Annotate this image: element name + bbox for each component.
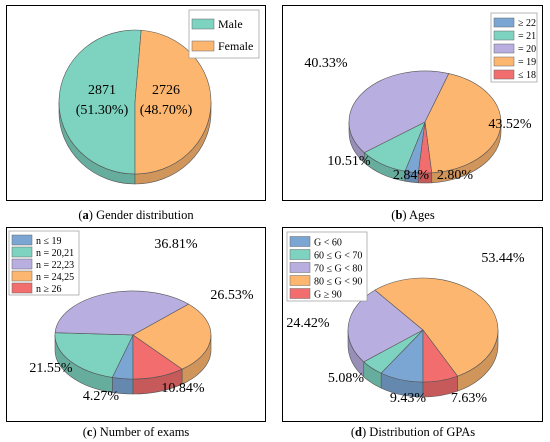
legend-swatch-3 [11, 258, 33, 270]
legend-swatch-4 [11, 270, 33, 282]
pie-slice-1 [58, 29, 142, 175]
percent-label-2: 5.08% [328, 371, 365, 386]
legend-swatch-2 [493, 30, 515, 41]
legend-label-5: ≤ 18 [518, 70, 536, 81]
count-label-2: 2726 [152, 83, 180, 98]
pie-slice-3 [347, 289, 424, 363]
percent-label-5: 2.80% [437, 168, 474, 183]
percent-label-2: 10.51% [327, 154, 371, 169]
percent-label-1: 9.43% [390, 391, 427, 406]
percent-label-2: 21.55% [29, 361, 73, 376]
percent-label-1: (51.30%) [76, 103, 129, 118]
pie-slice-3 [54, 290, 190, 336]
caption-gender: (a) Gender distribution [78, 208, 194, 222]
percent-label-2: (48.70%) [140, 103, 193, 118]
pie-slice-4 [374, 277, 499, 377]
percent-label-3: 36.81% [154, 237, 198, 252]
legend-swatch-5 [289, 288, 311, 299]
percent-label-4: 53.44% [481, 251, 525, 266]
caption-exams: (c) Number of exams [82, 425, 190, 439]
percent-label-4: 26.53% [210, 288, 254, 303]
legend-label-1: Male [218, 17, 243, 31]
legend-label-3: 70 ≤ G < 80 [314, 264, 362, 275]
legend-label-1: G < 60 [314, 238, 342, 249]
legend-label-3: n = 22,23 [36, 260, 74, 271]
pie-slice-4 [132, 303, 212, 370]
legend-swatch-4 [493, 56, 515, 67]
legend-label-2: n = 20,21 [36, 248, 74, 259]
legend-label-2: Female [218, 39, 253, 53]
pie-slice-3 [348, 70, 450, 154]
caption-ages: (b) Ages [391, 208, 435, 222]
legend-swatch-2 [11, 246, 33, 258]
pie-slice-2 [134, 29, 212, 175]
legend-label-2: 60 ≤ G < 70 [314, 251, 362, 262]
legend-swatch-1 [191, 18, 215, 30]
legend-label-1: n ≤ 19 [36, 236, 62, 247]
percent-label-1: 4.27% [83, 389, 120, 404]
caption-gpa: (d) Distribution of GPAs [350, 425, 476, 439]
pie-slice-5 [132, 334, 183, 380]
pie-slice-2 [54, 332, 134, 378]
legend-swatch-2 [191, 40, 215, 52]
legend-label-4: n = 24,25 [36, 272, 74, 283]
pie-slice-4 [424, 73, 502, 174]
pie-slice-5 [418, 121, 433, 174]
legend-label-4: = 19 [518, 57, 536, 68]
percent-label-4: 43.52% [488, 117, 532, 132]
percent-label-3: 24.42% [286, 316, 330, 331]
percent-label-5: 10.84% [161, 381, 205, 396]
pie-slice-5 [422, 329, 459, 383]
legend-label-2: = 21 [518, 31, 536, 42]
legend-label-5: G ≥ 90 [314, 290, 342, 301]
percent-label-3: 40.33% [304, 56, 348, 71]
legend-swatch-5 [493, 69, 515, 80]
legend-label-5: n ≥ 26 [36, 284, 62, 295]
count-label-1: 2871 [88, 83, 116, 98]
percent-label-1: 2.84% [393, 168, 430, 183]
legend-swatch-4 [289, 275, 311, 286]
legend-swatch-3 [493, 43, 515, 54]
legend-swatch-3 [289, 262, 311, 273]
legend-label-4: 80 ≤ G < 90 [314, 277, 362, 288]
legend-swatch-1 [289, 236, 311, 247]
legend-swatch-2 [289, 249, 311, 260]
legend-swatch-1 [493, 17, 515, 28]
legend-swatch-5 [11, 282, 33, 294]
legend-swatch-1 [11, 234, 33, 246]
percent-label-5: 7.63% [451, 391, 488, 406]
legend-label-3: = 20 [518, 44, 536, 55]
legend-label-1: ≥ 22 [518, 18, 536, 29]
